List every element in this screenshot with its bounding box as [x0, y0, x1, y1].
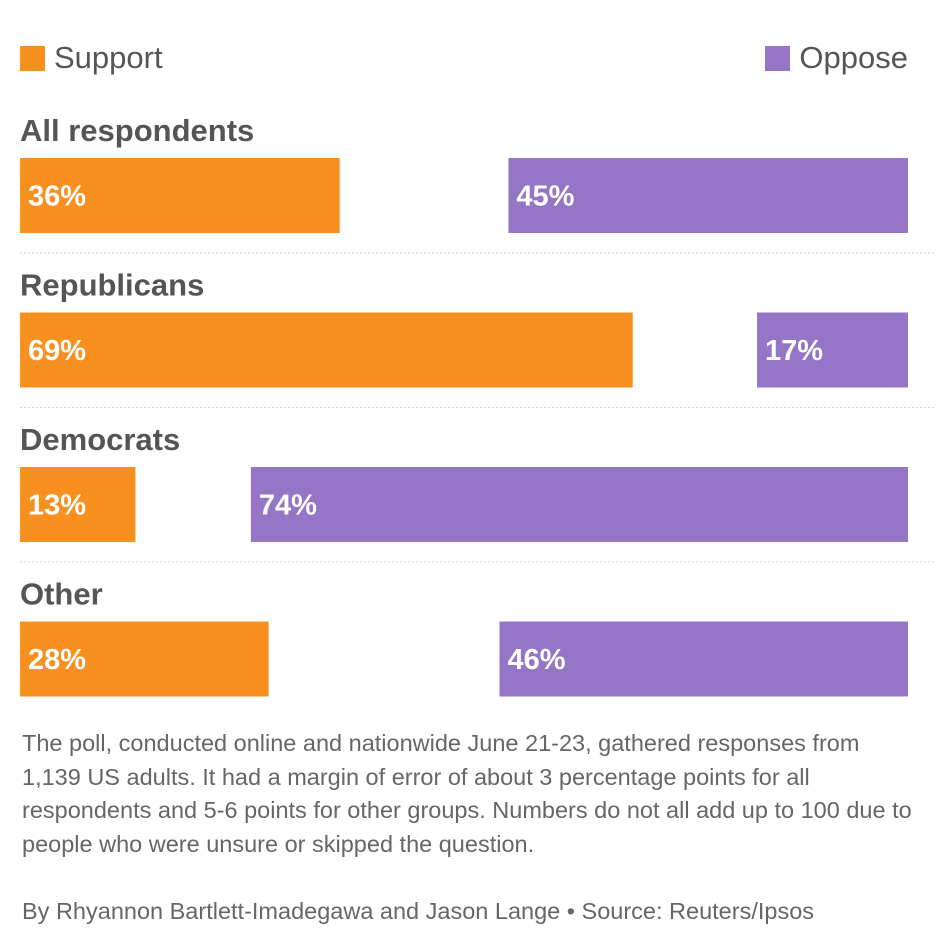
oppose-value-label: 45% [516, 181, 574, 213]
oppose-bar [499, 621, 908, 697]
oppose-value-label: 17% [765, 335, 823, 367]
support-value-label: 36% [28, 181, 86, 213]
oppose-bar [757, 312, 908, 388]
support-bar [20, 467, 136, 542]
oppose-bar [250, 467, 908, 542]
bar-chart: All respondents 36% 45% Republicans 69% 17% De… [20, 113, 934, 697]
category-label: Republicans [20, 268, 204, 303]
support-bar [20, 158, 340, 233]
category-label: Democrats [20, 422, 180, 457]
support-value-label: 28% [28, 644, 86, 676]
category-label: Other [20, 577, 103, 612]
byline-source: By Rhyannon Bartlett-Imadegawa and Jason… [22, 898, 815, 924]
legend-label-oppose: Oppose [799, 40, 908, 75]
oppose-value-label: 46% [508, 644, 566, 676]
oppose-value-label: 74% [259, 490, 317, 522]
support-value-label: 13% [28, 490, 86, 522]
methodology-note: The poll, conducted online and nationwid… [22, 730, 912, 857]
legend-item-support: Support [20, 38, 163, 78]
category-label: All respondents [20, 113, 254, 148]
legend-item-oppose: Oppose [765, 38, 908, 78]
oppose-bar [508, 158, 908, 233]
support-bar [20, 312, 633, 388]
legend-label-support: Support [54, 40, 163, 75]
legend-swatch-support [20, 45, 45, 71]
support-bar [20, 621, 269, 697]
support-value-label: 69% [28, 335, 86, 367]
legend-swatch-oppose [765, 45, 791, 71]
